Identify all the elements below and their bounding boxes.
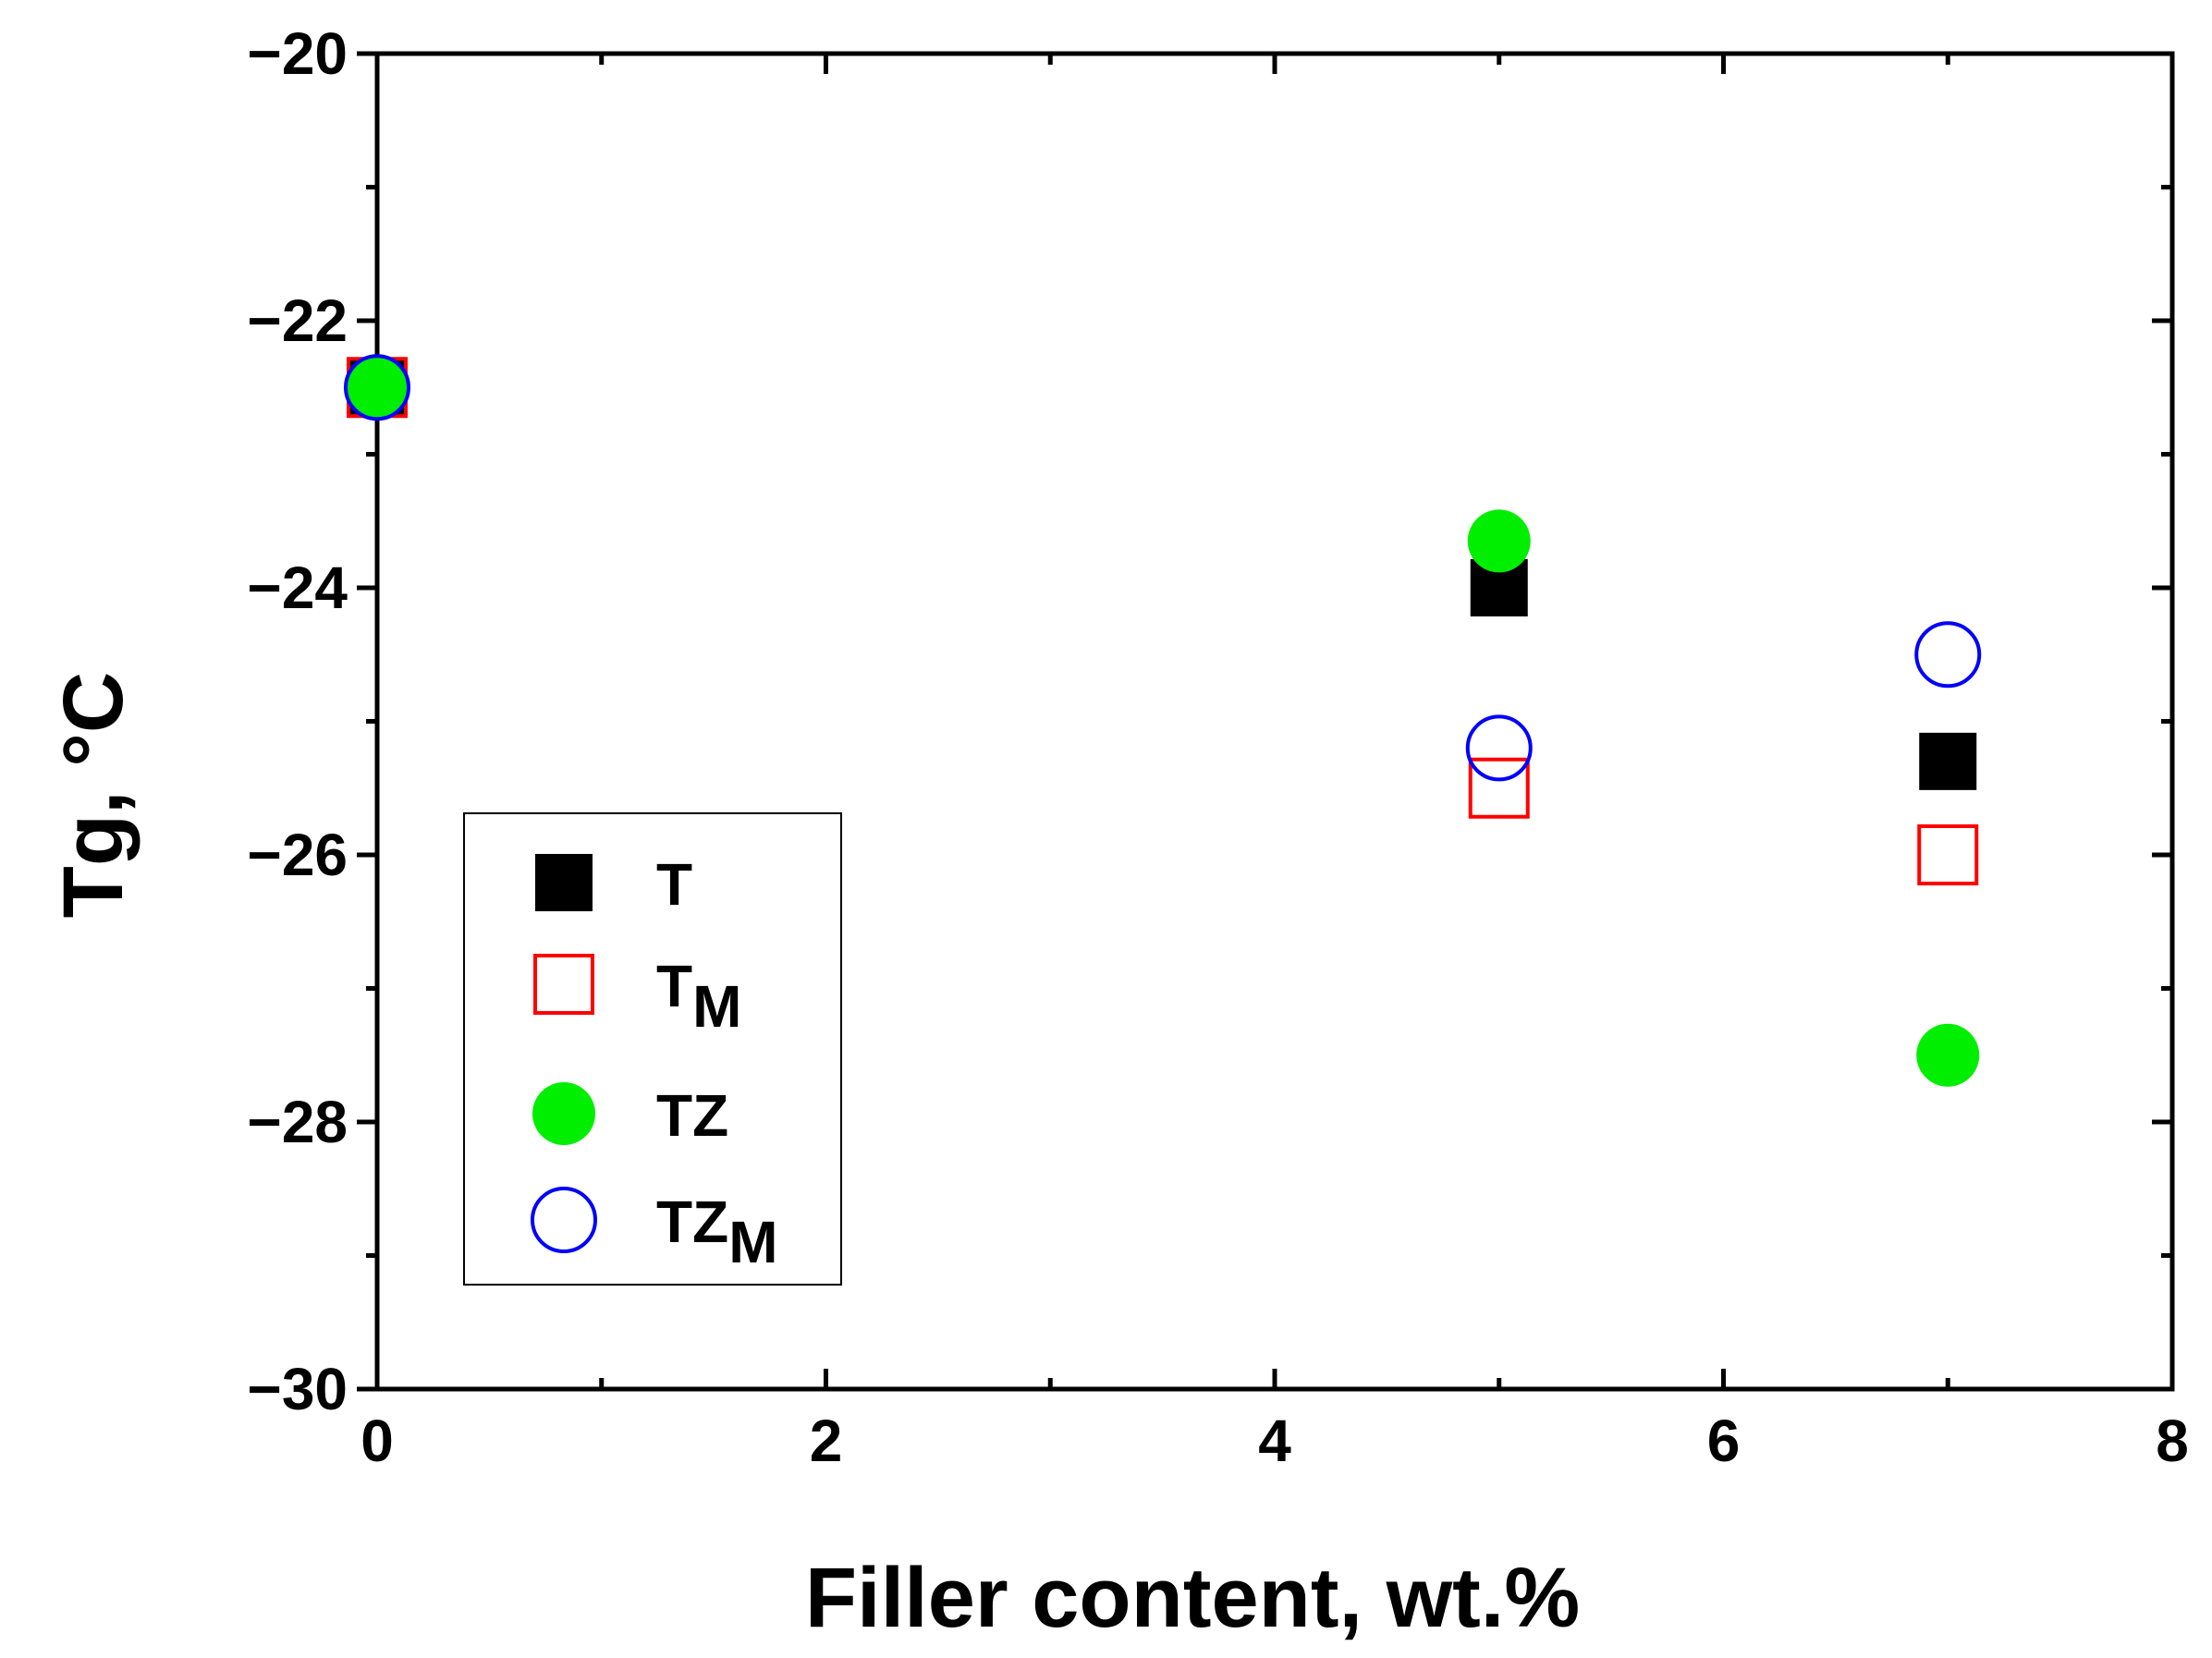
x-tick-label: 0 — [361, 1408, 394, 1474]
legend: T TM TZ TZM — [463, 812, 842, 1286]
series-tzm — [344, 354, 1982, 782]
data-point-tzm — [1465, 714, 1533, 782]
legend-marker-tz — [532, 1082, 595, 1145]
legend-label-tzm: TZM — [656, 1189, 778, 1275]
x-tick-label: 8 — [2156, 1408, 2189, 1474]
data-point-tz — [1916, 1023, 1980, 1087]
legend-marker-tm — [533, 954, 594, 1015]
legend-label-t: T — [656, 851, 692, 918]
y-tick-label: −20 — [247, 20, 348, 87]
y-tick-label: −24 — [247, 555, 348, 621]
y-tick-label: −22 — [247, 287, 348, 354]
x-tick-label: 2 — [810, 1408, 843, 1474]
data-point-tzm — [1914, 621, 1982, 689]
y-tick-label: −26 — [247, 822, 348, 888]
data-point-tz — [346, 356, 409, 420]
x-tick-label: 4 — [1258, 1408, 1291, 1474]
legend-label-tz: TZ — [656, 1082, 728, 1149]
legend-box — [463, 812, 842, 1286]
series-t — [348, 359, 1977, 790]
data-point-tm — [1468, 757, 1530, 819]
x-tick-label: 6 — [1707, 1408, 1741, 1474]
data-point-tm — [1917, 824, 1979, 885]
x-axis-title: Filler content, wt.% — [805, 1551, 1580, 1645]
legend-label-tm: TM — [656, 953, 741, 1040]
data-point-t — [1919, 732, 1977, 790]
y-tick-label: −28 — [247, 1089, 348, 1155]
data-point-tz — [1467, 509, 1531, 573]
y-tick-label: −30 — [247, 1356, 348, 1422]
axis-tick-labels: 0 2 4 6 8 −30 −28 −26 −24 −22 −20 — [247, 20, 2188, 1474]
y-axis-title: Tg, °C — [46, 672, 141, 919]
legend-marker-tzm — [531, 1187, 597, 1253]
series-tm — [347, 357, 1979, 885]
data-points — [344, 354, 1982, 1087]
legend-marker-t — [535, 854, 593, 911]
series-tz — [346, 356, 1980, 1087]
data-point-tzm — [344, 354, 410, 421]
axis-ticks — [357, 51, 2175, 1392]
